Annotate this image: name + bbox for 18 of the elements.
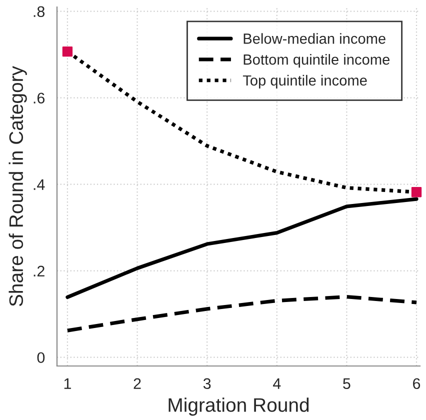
y-tick-label: .6: [34, 92, 45, 104]
y-tick-label: .4: [34, 179, 45, 190]
legend-label: Top quintile income: [242, 74, 367, 89]
x-axis-title: Migration Round: [168, 398, 309, 416]
legend-label: Bottom quintile income: [244, 54, 390, 68]
x-tick-label: 5: [343, 378, 350, 390]
x-tick-label: 3: [203, 378, 211, 390]
y-tick-label: 0: [37, 352, 45, 364]
x-tick-label: 2: [134, 378, 141, 389]
y-axis-title: Share of Round in Category: [8, 66, 27, 306]
legend-label: Below-median income: [244, 33, 386, 44]
x-tick-label: 4: [272, 378, 281, 389]
line-series: [66, 294, 418, 332]
y-tick-label: .2: [34, 266, 44, 276]
y-tick-label: .8: [34, 6, 45, 18]
x-tick-label: 6: [413, 378, 420, 390]
x-tick-label: 1: [64, 378, 71, 389]
line-series: [66, 197, 418, 300]
